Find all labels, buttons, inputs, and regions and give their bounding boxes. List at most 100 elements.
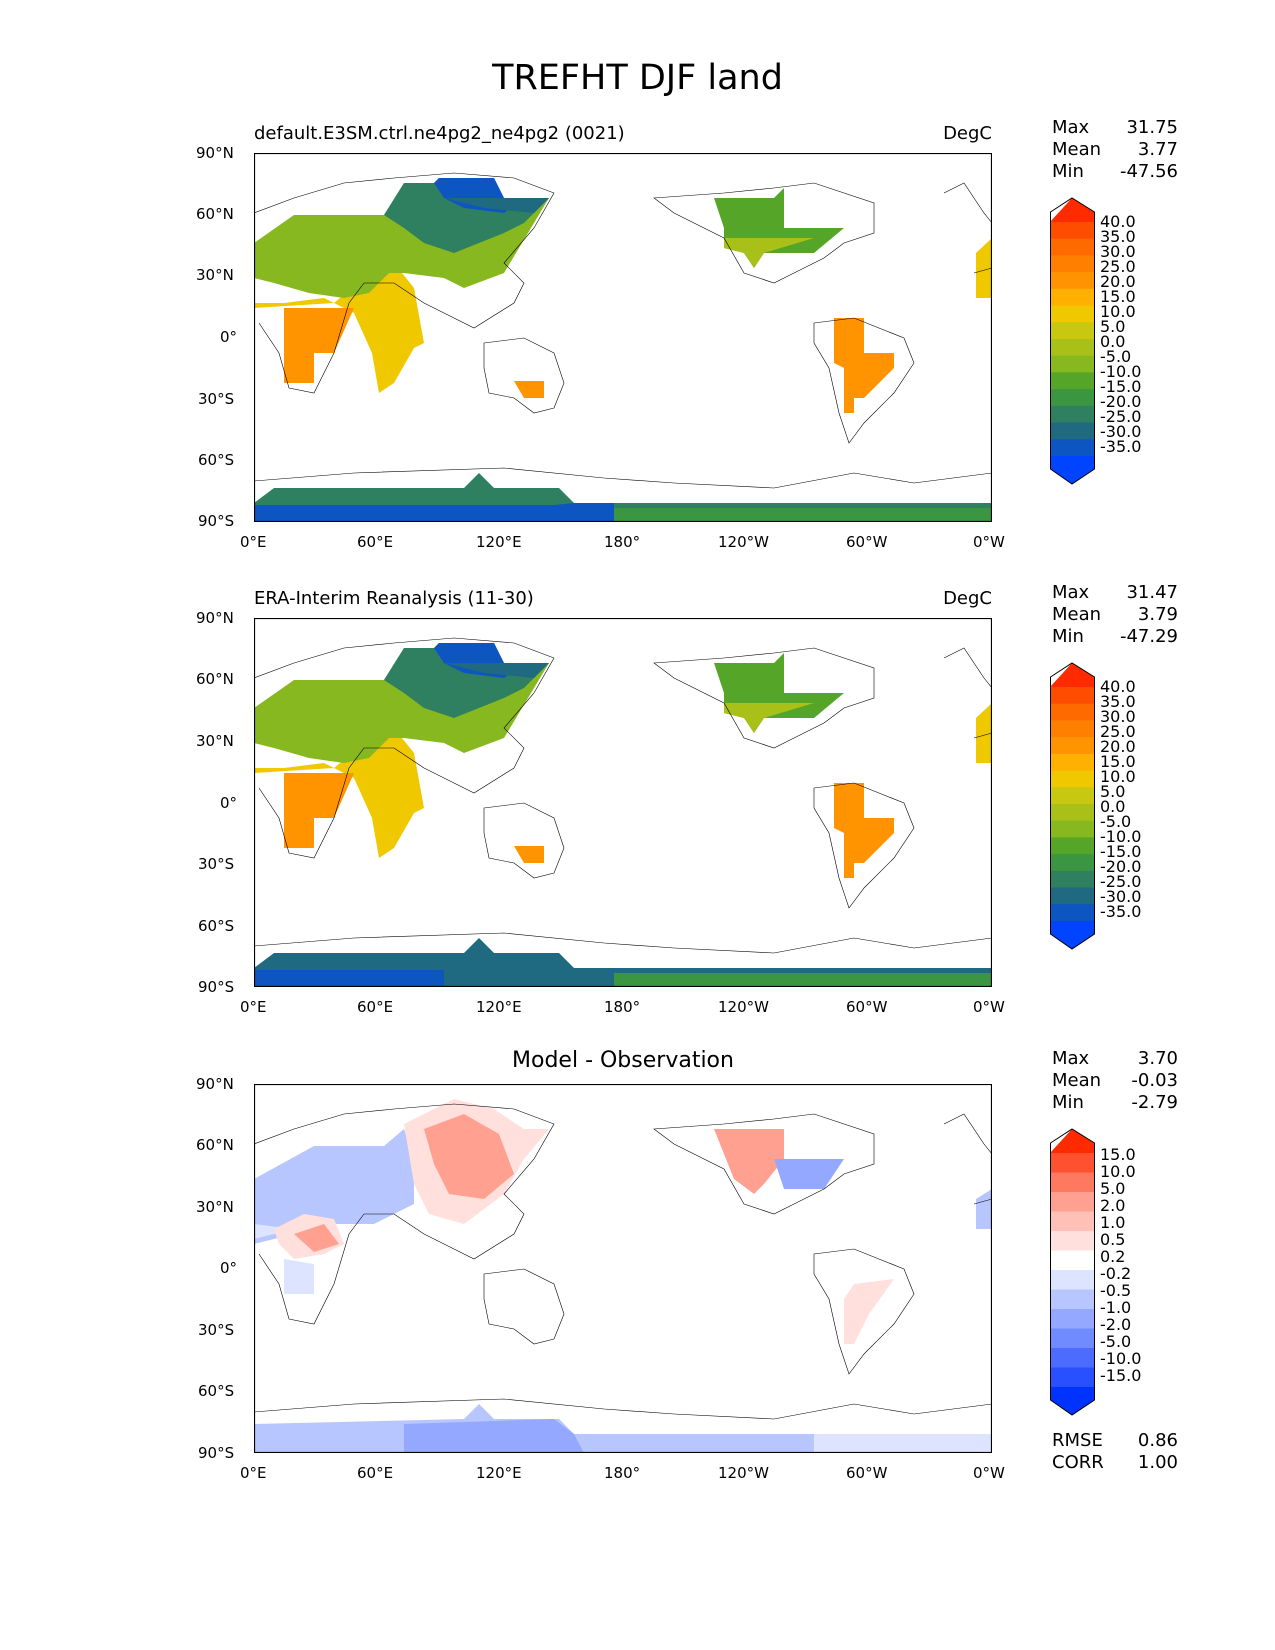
colorbar-swatch [1050,222,1095,240]
colorbar-tick-label: 0.2 [1100,1247,1126,1266]
panel-2-lat-label: 60°N [196,670,234,688]
colorbar-tick-label: 5.0 [1100,317,1126,336]
colorbar-swatch [1050,904,1095,922]
panel-3-lon-label: 0°E [240,1464,267,1482]
panel-2-colorbar [1050,657,1095,951]
panel-3-lon-label: 0°W [973,1464,1005,1482]
antarctica-east-field [614,973,992,987]
colorbar-tick-label: 40.0 [1100,677,1136,696]
colorbar-tick-label: -30.0 [1100,887,1142,906]
panel-1-colorbar [1050,192,1095,486]
colorbar-tick-label: 15.0 [1100,1145,1136,1164]
colorbar-swatch [1050,272,1095,290]
panel-2-mean-label: Mean [1052,604,1102,625]
colorbar-swatch [1050,238,1095,256]
panel-1-lon-label: 120°E [476,533,522,551]
colorbar-swatch [1050,1367,1095,1388]
colorbar-swatch [1050,687,1095,705]
colorbar-swatch [1050,1328,1095,1349]
africa-field [284,773,354,848]
colorbar-tick-label: -10.0 [1100,827,1142,846]
panel-3-lon-label: 60°E [357,1464,394,1482]
panel-2-lon-label: 120°E [476,998,522,1016]
panel-3-lat-label: 90°N [196,1075,234,1093]
colorbar-swatch [1050,439,1095,457]
colorbar-tick-label: 20.0 [1100,272,1136,291]
panel-3-lat-label: 0° [220,1259,238,1277]
panel-3-lon-label: 180° [604,1464,641,1482]
panel-3-lat-label: 90°S [198,1444,235,1462]
west-africa-edge-field [976,703,992,763]
arctic-coast-field [444,198,549,213]
colorbar-swatch [1050,804,1095,822]
colorbar-tick-label: 30.0 [1100,707,1136,726]
colorbar-tick-label: 15.0 [1100,752,1136,771]
panel-2-lon-label: 60°W [846,998,888,1016]
panel-2-lat-label: 30°N [196,732,234,750]
panel-3-min-label: Min [1052,1092,1084,1113]
panel-2-lon-label: 0°E [240,998,267,1016]
coastlines [254,172,992,489]
australia-field [514,381,544,398]
colorbar-tick-label: 10.0 [1100,767,1136,786]
antarctica-cold-field [254,503,614,522]
colorbar-tick-label: -5.0 [1100,347,1132,366]
panel-1-lon-label: 60°E [357,533,394,551]
colorbar-tick-label: -10.0 [1100,362,1142,381]
colorbar-swatch [1050,389,1095,407]
panel-2-colorbar-graphic [1050,662,1095,950]
colorbar-swatch [1050,820,1095,838]
panel-3-lat-label: 30°N [196,1198,234,1216]
colorbar-tick-label: -1.0 [1100,1298,1132,1317]
colorbar-tick-label: 25.0 [1100,722,1136,741]
colorbar-swatch [1050,1309,1095,1329]
colorbar-swatch [1050,1153,1095,1173]
west-africa-edge-field [976,238,992,298]
panel-1-lon-label: 0°W [973,533,1005,551]
antarctica-cold-field [254,970,444,987]
arabia-warm-diff-field [294,1224,339,1252]
panel-1-lon-label: 0°E [240,533,267,551]
colorbar-swatch [1050,1211,1095,1232]
colorbar-tick-label: -15.0 [1100,842,1142,861]
colorbar-tick-label: 0.5 [1100,1230,1126,1249]
colorbar-tick-label: 35.0 [1100,692,1136,711]
coastlines [254,1103,992,1420]
panel-2-lat-label: 30°S [198,855,235,873]
colorbar-tick-label: -10.0 [1100,1349,1142,1368]
colorbar-tick-label: -25.0 [1100,407,1142,426]
colorbar-tick-label: 10.0 [1100,302,1136,321]
colorbar-swatch [1050,870,1095,889]
colorbar-tick-label: -25.0 [1100,872,1142,891]
siberia-field [384,643,549,718]
antarctica-cool-diff-field [404,1419,584,1453]
colorbar-swatch [1050,339,1095,357]
colorbar-tick-label: 1.0 [1100,1213,1126,1232]
panel-1-min-value: -47.56 [1119,161,1178,182]
west-africa-edge-diff-field [976,1189,992,1229]
colorbar-tick-label: 30.0 [1100,242,1136,261]
colorbar-tick-label: 15.0 [1100,287,1136,306]
panel-3-corr-value: 1.00 [1137,1452,1178,1473]
colorbar-swatch [1050,372,1095,390]
panel-3-lon-label: 120°W [718,1464,769,1482]
panel-3-lat-label: 30°S [198,1321,235,1339]
colorbar-tick-label: 10.0 [1100,1162,1136,1181]
panel-3-colorbar-graphic [1050,1128,1095,1416]
figure-title: TREFHT DJF land [492,58,783,98]
colorbar-tick-label: -35.0 [1100,437,1142,456]
panel-2-max-value: 31.47 [1126,582,1178,603]
colorbar-swatch [1050,1250,1095,1271]
panel-3-lat-label: 60°N [196,1136,234,1154]
colorbar-swatch [1050,422,1095,440]
colorbar-tick-label: 5.0 [1100,1179,1126,1198]
colorbar-swatch [1050,1270,1095,1290]
colorbar-swatch [1050,787,1095,805]
panel-3-colorbar [1050,1123,1095,1417]
panel-3-max-value: 3.70 [1137,1048,1178,1069]
south-america-diff-field [844,1279,894,1344]
colorbar-swatch [1050,1172,1095,1193]
panel-2-min-value: -47.29 [1119,626,1178,647]
colorbar-swatch [1050,737,1095,755]
colorbar-tick-label: -20.0 [1100,857,1142,876]
